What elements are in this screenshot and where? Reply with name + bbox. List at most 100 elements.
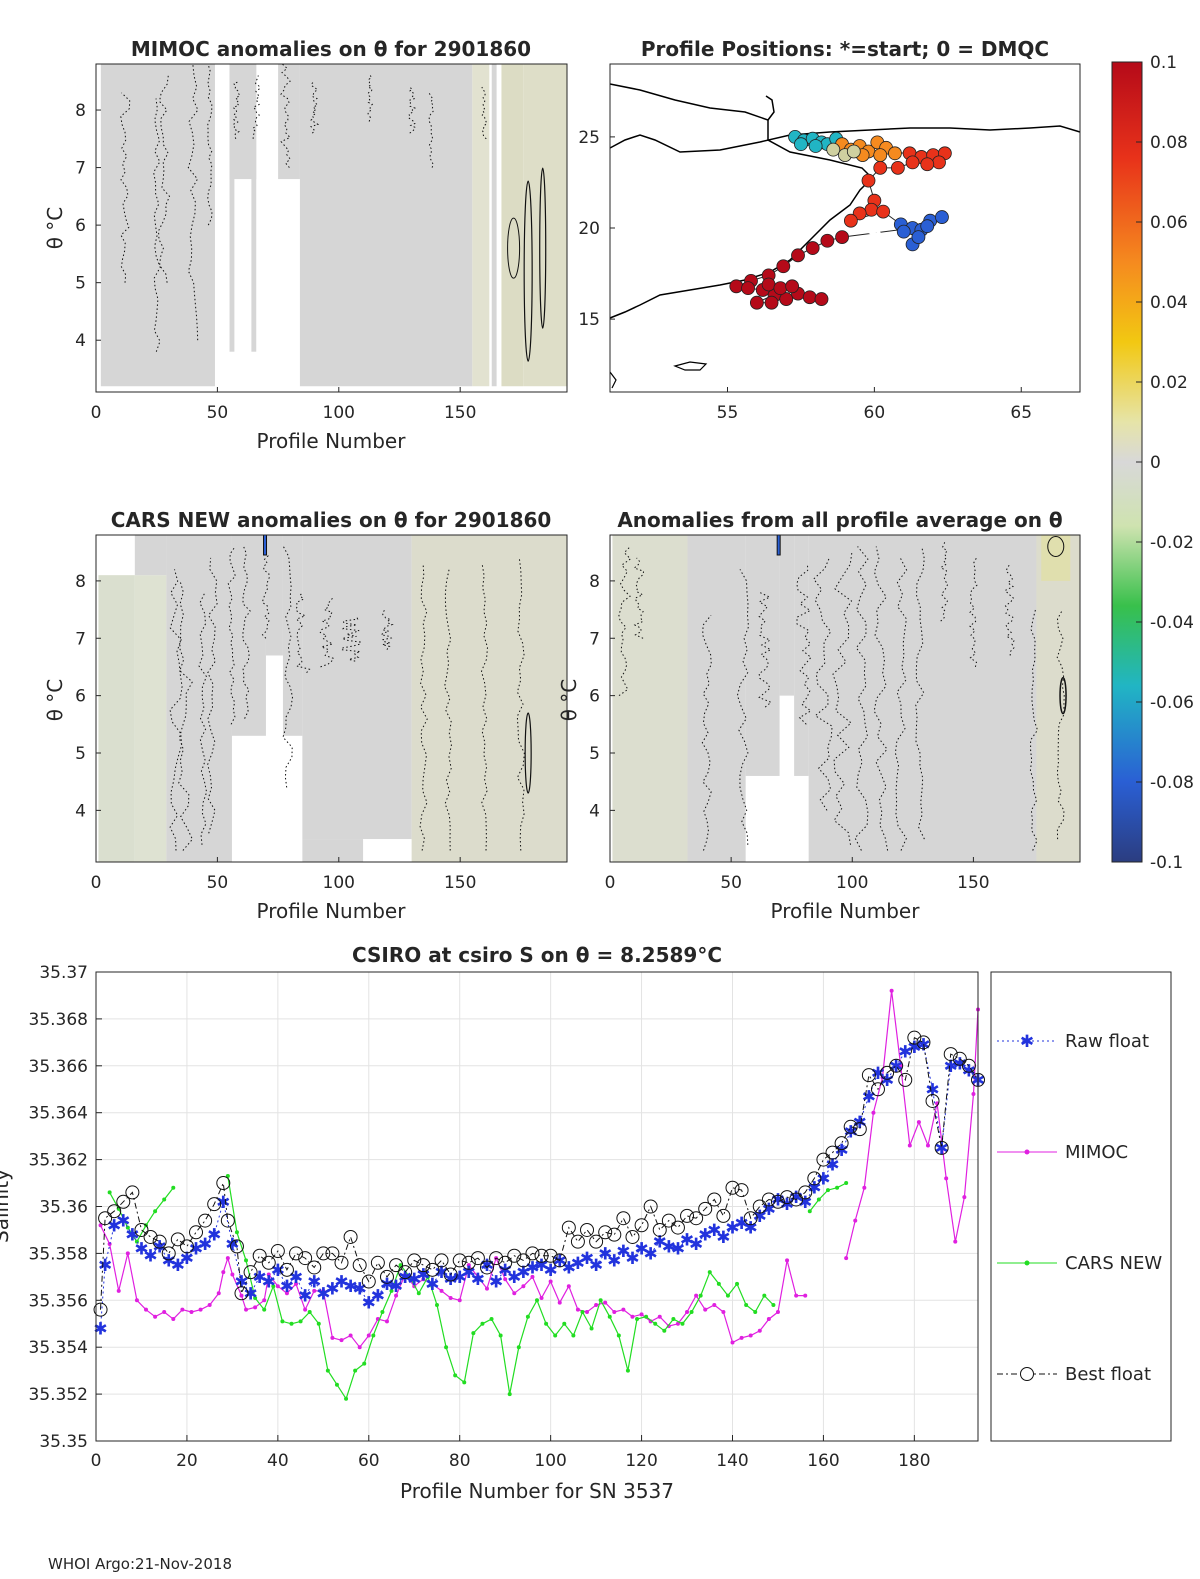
mimoc-point [348, 1333, 353, 1338]
mimoc-xtick-label: 0 [91, 403, 102, 423]
raw-float-point: ✱ [389, 1277, 403, 1297]
mimoc-point [794, 1293, 799, 1298]
mimoc-field-block [278, 64, 300, 180]
cars-contour-line [516, 557, 525, 851]
best-float-point [207, 1197, 222, 1212]
cars-new-point [334, 1382, 339, 1387]
cars-xtick-label: 50 [207, 873, 229, 893]
avg-contour-line [832, 552, 853, 845]
cars-new-point [107, 1190, 112, 1195]
raw-float-point: ✱ [325, 1280, 339, 1300]
raw-float-point: ✱ [671, 1240, 685, 1260]
best-float-point [270, 1244, 285, 1259]
cars-field-block [134, 535, 167, 576]
best-float-point [107, 1204, 122, 1219]
mimoc-point [162, 1310, 167, 1315]
mimoc-point [153, 1314, 158, 1319]
profile-position-south-red [814, 292, 829, 306]
avg-contour-line [915, 546, 925, 840]
mimoc-ytick-label: 7 [75, 159, 86, 179]
raw-float-point: ✱ [653, 1233, 667, 1253]
raw-float-point: ✱ [180, 1249, 194, 1269]
best-float-point [543, 1248, 558, 1263]
best-float-point [452, 1253, 467, 1268]
best-float-point [898, 1072, 913, 1087]
cars-new-point [362, 1361, 367, 1366]
mimoc-point [171, 1317, 176, 1322]
mimoc-point [862, 1185, 867, 1190]
profile-position-south-red [749, 295, 764, 310]
raw-float-point: ✱ [93, 1319, 107, 1339]
mimoc-solid-contour [507, 217, 521, 279]
salinity-xtick-label: 80 [449, 1451, 471, 1471]
salinity-ytick-label: 35.36 [39, 1198, 88, 1218]
cars-new-point [516, 1345, 521, 1350]
cars-new-point [234, 1230, 239, 1235]
cars-xtick-label: 0 [91, 873, 102, 893]
best-float-point [580, 1222, 595, 1237]
cars-new-point [662, 1328, 667, 1333]
avg-contour-line [701, 614, 712, 851]
mimoc-point [339, 1338, 344, 1343]
cars-new-point [298, 1319, 303, 1324]
avg-blue-spot [776, 534, 781, 556]
best-float-point [370, 1255, 385, 1270]
best-float-point [861, 1068, 876, 1083]
best-float-point [98, 1211, 113, 1226]
profile-position-south-red [779, 292, 794, 306]
best-float-point [798, 1185, 813, 1200]
best-float-point [398, 1265, 413, 1280]
cars-new-point [244, 1258, 249, 1263]
mimoc-point [144, 1307, 149, 1312]
salinity-ytick-label: 35.35 [39, 1432, 88, 1452]
raw-float-point: ✱ [253, 1268, 267, 1288]
best-float-point [598, 1225, 613, 1240]
best-float-point [561, 1220, 576, 1235]
profile-position-mid-orange [876, 204, 891, 219]
best-float-point [416, 1258, 431, 1273]
raw-float-point: ✱ [516, 1263, 530, 1283]
mimoc-point [539, 1295, 544, 1300]
mimoc-contour-line [157, 75, 171, 283]
cars-contour-line [340, 615, 361, 662]
raw-float-point: ✱ [298, 1287, 312, 1307]
avg-ylabel: θ °C [557, 679, 581, 722]
avg-contour-line [1029, 609, 1039, 851]
profile-position-north-yellow [873, 148, 888, 163]
cars-field-block [231, 535, 266, 736]
salinity-xtick-label: 100 [534, 1451, 566, 1471]
mimoc-point [262, 1298, 267, 1303]
positions-plot-background [610, 64, 1080, 392]
mimoc-point [748, 1333, 753, 1338]
best-float-line [100, 1036, 979, 1310]
cars-field-block [134, 575, 167, 862]
cars-new-point [171, 1185, 176, 1190]
positions-ytick-label: 15 [578, 310, 600, 330]
mimoc-point [925, 1143, 930, 1148]
best-float-point [125, 1185, 140, 1200]
salinity-xtick-label: 20 [176, 1451, 198, 1471]
profile-position-south-red [761, 277, 776, 292]
best-float-point [925, 1093, 940, 1108]
salinity-xtick-label: 140 [716, 1451, 748, 1471]
mimoc-point [253, 1305, 258, 1310]
avg-contour-line [969, 557, 978, 668]
cars-new-point [762, 1293, 767, 1298]
positions-ytick-label: 25 [578, 128, 600, 148]
legend-marker [1024, 1260, 1030, 1266]
cars-axes-box [95, 534, 568, 863]
mimoc-point [321, 1288, 326, 1293]
cars-contour-line [207, 557, 218, 834]
cars-new-point [716, 1281, 721, 1286]
best-float-point [479, 1260, 494, 1275]
mimoc-point [384, 1319, 389, 1324]
positions-title: Profile Positions: *=start; 0 = DMQC [641, 37, 1049, 61]
salinity-xlabel: Profile Number for SN 3537 [400, 1479, 674, 1503]
cars-ytick-label: 8 [75, 572, 86, 592]
mimoc-field-block [491, 64, 497, 387]
raw-float-line [100, 1044, 979, 1329]
mimoc-axes-box [95, 63, 568, 393]
mimoc-point [312, 1288, 317, 1293]
mimoc-point [730, 1340, 735, 1345]
cars-new-point [707, 1270, 712, 1275]
